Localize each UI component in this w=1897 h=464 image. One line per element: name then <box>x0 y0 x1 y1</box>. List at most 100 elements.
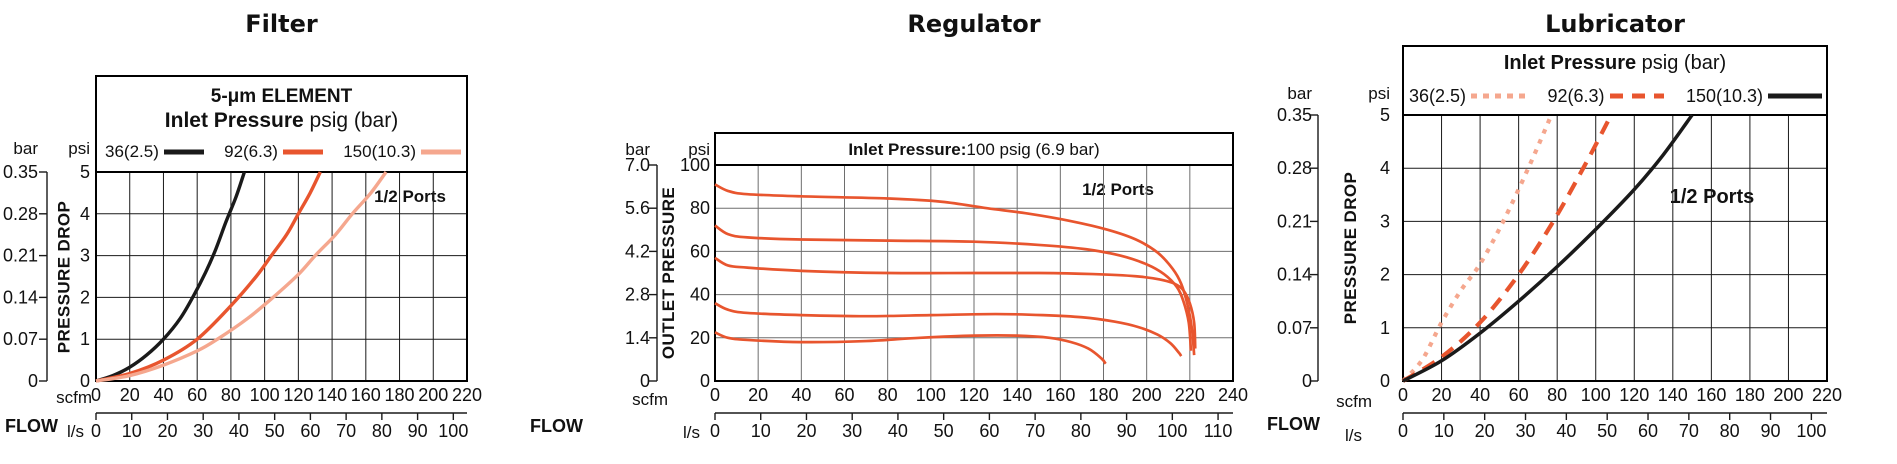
ls-tick-label: 30 <box>193 421 213 441</box>
scfm-tick-label: 220 <box>1175 385 1205 405</box>
bar-tick-label: 7.0 <box>625 155 650 175</box>
scfm-tick-label: 100 <box>916 385 946 405</box>
scfm-tick-label: 120 <box>959 385 989 405</box>
ls-tick-label: 70 <box>1025 421 1045 441</box>
legend-header: Inlet Pressure psig (bar) <box>1404 52 1826 75</box>
ls-tick-label: 0 <box>1398 421 1408 441</box>
legend-swatch-line <box>1768 92 1822 100</box>
scfm-tick-label: 200 <box>418 385 448 405</box>
scfm-tick-label: 160 <box>1045 385 1075 405</box>
scfm-tick-label: 180 <box>1088 385 1118 405</box>
bar-tick-label: 0 <box>640 371 650 391</box>
legend-entry-label: 150(10.3) <box>1685 85 1763 106</box>
legend-entry: 92(6.3) <box>224 142 323 162</box>
bar-tick-label: 0.14 <box>1277 265 1312 285</box>
ls-tick-label: 30 <box>842 421 862 441</box>
bar-unit-label: bar <box>625 140 650 159</box>
scfm-tick-label: 40 <box>791 385 811 405</box>
psi-tick-label: 5 <box>80 162 90 182</box>
series-curve-150(10.3) <box>1402 113 1694 383</box>
ls-tick-label: 20 <box>157 421 177 441</box>
ls-tick-label: 80 <box>1071 421 1091 441</box>
psi-unit-label: psi <box>1368 84 1390 103</box>
scfm-tick-label: 200 <box>1132 385 1162 405</box>
bar-tick-label: 0.07 <box>3 329 38 349</box>
legend-entry: 92(6.3) <box>1547 86 1664 107</box>
scfm-tick-label: 220 <box>1812 385 1842 405</box>
bar-tick-label: 0.28 <box>3 204 38 224</box>
scfm-tick-label: 60 <box>1509 385 1529 405</box>
bar-tick-label: 0.35 <box>1277 105 1312 125</box>
scfm-unit-label: scfm <box>1336 392 1372 411</box>
psi-tick-label: 1 <box>1380 318 1390 338</box>
ls-tick-label: 80 <box>1720 421 1740 441</box>
swatch-line-graphic <box>1768 93 1822 99</box>
series-curve-92(6.3) <box>1401 114 1614 383</box>
scfm-tick-label: 80 <box>1547 385 1567 405</box>
legend-swatch-line <box>163 148 204 156</box>
bar-unit-label: bar <box>13 139 38 158</box>
psi-unit-label: psi <box>68 139 90 158</box>
psi-tick-label: 3 <box>80 246 90 266</box>
bar-tick-label: 0.35 <box>3 162 38 182</box>
scfm-tick-label: 160 <box>351 385 381 405</box>
scfm-tick-label: 120 <box>283 385 313 405</box>
psi-tick-label: 20 <box>690 328 710 348</box>
psi-tick-label: 5 <box>1380 105 1390 125</box>
scfm-tick-label: 80 <box>221 385 241 405</box>
ls-tick-label: 50 <box>1597 421 1617 441</box>
ls-tick-label: 80 <box>372 421 392 441</box>
series-curve-92(6.3) <box>95 171 322 383</box>
chart-title-lubricator: Lubricator <box>1545 10 1685 38</box>
series-curve-set-2 <box>714 224 1193 351</box>
legend-swatch-dotted-line <box>1471 92 1526 100</box>
psi-tick-label: 4 <box>1380 158 1390 178</box>
ls-tick-label: 40 <box>229 421 249 441</box>
scfm-unit-label: scfm <box>56 388 92 407</box>
scfm-tick-label: 20 <box>748 385 768 405</box>
bar-tick-label: 5.6 <box>625 198 650 218</box>
ls-tick-label: 50 <box>265 421 285 441</box>
ls-tick-label: 0 <box>710 421 720 441</box>
psi-tick-label: 2 <box>1380 265 1390 285</box>
ls-unit-label: l/s <box>683 423 700 442</box>
x-axis-title: FLOW <box>530 416 583 436</box>
psi-tick-label: 100 <box>680 155 710 175</box>
ls-tick-label: 60 <box>300 421 320 441</box>
ls-tick-label: 10 <box>122 421 142 441</box>
psi-tick-label: 0 <box>1380 371 1390 391</box>
plot-frame <box>1402 114 1828 382</box>
scfm-tick-label: 0 <box>710 385 720 405</box>
psi-tick-label: 3 <box>1380 211 1390 231</box>
bar-tick-label: 0 <box>28 371 38 391</box>
banner-text-rest: 100 psig (6.9 bar) <box>966 139 1100 159</box>
scfm-tick-label: 60 <box>187 385 207 405</box>
bar-tick-label: 2.8 <box>625 285 650 305</box>
legend-entry-label: 36(2.5) <box>1409 85 1467 106</box>
scfm-tick-label: 220 <box>452 385 482 405</box>
x-axis-title: FLOW <box>1267 414 1320 434</box>
plot-frame <box>714 164 1234 382</box>
ls-tick-label: 60 <box>1638 421 1658 441</box>
swatch-line-graphic <box>282 149 323 155</box>
bar-tick-label: 1.4 <box>625 328 650 348</box>
scfm-tick-label: 0 <box>91 385 101 405</box>
scfm-tick-label: 80 <box>878 385 898 405</box>
scfm-tick-label: 240 <box>1218 385 1248 405</box>
legend-swatch-dashed-line <box>1609 92 1664 100</box>
swatch-line-graphic <box>1609 93 1664 99</box>
banner-text-bold: Inlet Pressure: <box>848 139 967 159</box>
ports-annotation: 1/2 Ports <box>1082 180 1154 199</box>
legend-entry: 36(2.5) <box>1409 85 1526 107</box>
ls-tick-label: 100 <box>1157 421 1187 441</box>
bar-unit-label: bar <box>1287 84 1312 103</box>
ls-tick-label: 40 <box>1556 421 1576 441</box>
ls-tick-label: 90 <box>1117 421 1137 441</box>
bar-tick-label: 4.2 <box>625 241 650 261</box>
swatch-line-graphic <box>163 149 204 155</box>
series-curve-set-4 <box>714 302 1183 357</box>
legend-swatch-line <box>421 148 461 156</box>
